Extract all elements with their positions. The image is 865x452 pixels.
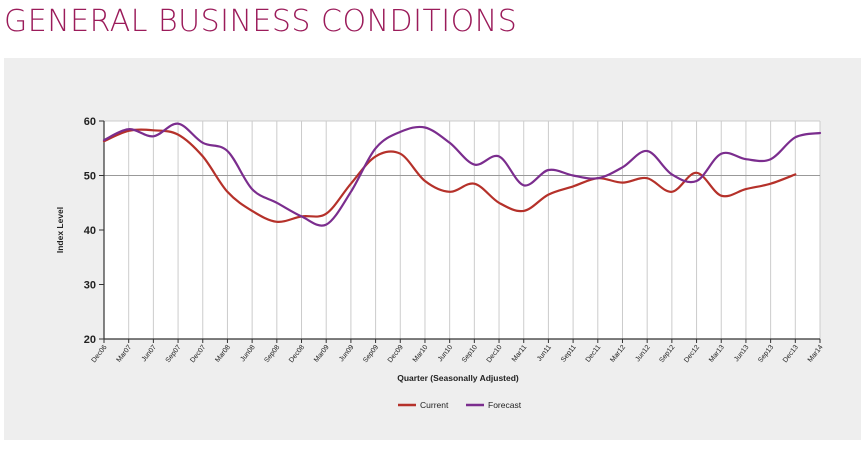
x-tick-label: Jun07	[141, 344, 158, 363]
y-tick-label: 60	[84, 116, 96, 128]
x-tick-label: Dec06	[91, 344, 109, 364]
x-tick-label: Mar08	[214, 344, 232, 364]
data-point-current	[720, 194, 722, 196]
data-point-forecast	[325, 223, 327, 225]
series-line-current	[102, 128, 797, 223]
data-point-forecast	[350, 191, 352, 193]
data-point-forecast	[448, 142, 450, 144]
data-point-forecast	[745, 158, 747, 160]
x-tick-label: Jun11	[536, 344, 553, 363]
data-point-current	[547, 193, 549, 195]
x-tick-label: Sep13	[757, 344, 775, 364]
x-tick-label: Mar07	[116, 344, 134, 364]
x-tick-label: Dec10	[486, 344, 504, 364]
data-point-forecast	[226, 150, 228, 152]
data-point-forecast	[794, 136, 796, 138]
data-point-forecast	[202, 142, 204, 144]
x-tick-label: Dec08	[288, 344, 306, 364]
data-point-current	[177, 133, 179, 135]
x-tick-label: Dec09	[387, 344, 405, 364]
data-point-forecast	[127, 128, 129, 130]
data-point-forecast	[103, 139, 105, 141]
data-point-current	[350, 182, 352, 184]
x-tick-label: Mar10	[412, 344, 430, 364]
x-tick-label: Dec13	[782, 344, 800, 364]
x-tick-label: Jun10	[437, 344, 454, 363]
x-tick-label: Jun09	[338, 344, 355, 363]
data-point-forecast	[720, 153, 722, 155]
data-point-forecast	[621, 166, 623, 168]
data-point-forecast	[374, 147, 376, 149]
y-axis-title: Index Level	[55, 207, 65, 253]
data-point-current	[424, 180, 426, 182]
y-tick-label: 40	[84, 225, 96, 237]
x-tick-label: Jun08	[239, 344, 256, 363]
data-point-current	[374, 155, 376, 157]
data-point-current	[671, 191, 673, 193]
data-point-current	[794, 173, 796, 175]
data-point-forecast	[769, 158, 771, 160]
plot-area	[104, 121, 820, 339]
data-point-current	[695, 172, 697, 174]
data-point-current	[621, 181, 623, 183]
data-point-forecast	[671, 173, 673, 175]
data-point-current	[769, 182, 771, 184]
data-point-current	[251, 210, 253, 212]
x-tick-label: Dec07	[189, 344, 207, 364]
x-tick-label: Mar11	[511, 344, 528, 364]
x-tick-label: Sep10	[461, 344, 479, 364]
data-point-current	[152, 129, 154, 131]
data-point-forecast	[819, 132, 821, 134]
x-tick-label: Sep07	[165, 344, 183, 364]
data-point-forecast	[424, 126, 426, 128]
data-point-current	[276, 221, 278, 223]
x-tick-label: Sep08	[263, 344, 281, 364]
data-point-current	[473, 182, 475, 184]
data-point-forecast	[498, 155, 500, 157]
data-point-forecast	[152, 135, 154, 137]
x-tick-label: Sep12	[658, 344, 676, 364]
x-tick-label: Mar13	[708, 344, 726, 364]
x-tick-label: Sep09	[362, 344, 380, 364]
data-point-forecast	[695, 180, 697, 182]
x-tick-label: Dec11	[585, 344, 603, 364]
legend-label-current: Current	[420, 400, 449, 410]
data-point-current	[646, 177, 648, 179]
x-tick-label: Sep11	[560, 344, 578, 364]
x-tick-label: Mar12	[609, 344, 627, 364]
data-point-current	[399, 153, 401, 155]
data-point-forecast	[597, 177, 599, 179]
data-point-forecast	[177, 123, 179, 125]
legend-label-forecast: Forecast	[488, 400, 522, 410]
data-point-forecast	[276, 202, 278, 204]
data-point-current	[572, 185, 574, 187]
data-point-current	[448, 191, 450, 193]
data-point-forecast	[473, 163, 475, 165]
x-axis-title: Quarter (Seasonally Adjusted)	[397, 373, 519, 383]
data-point-current	[325, 212, 327, 214]
data-point-forecast	[251, 188, 253, 190]
y-tick-label: 20	[84, 334, 96, 346]
data-point-current	[498, 202, 500, 204]
data-point-forecast	[300, 215, 302, 217]
data-point-forecast	[572, 174, 574, 176]
series-line-forecast	[102, 122, 822, 227]
y-tick-label: 50	[84, 171, 96, 183]
x-tick-label: Jun12	[634, 344, 651, 363]
data-point-current	[226, 191, 228, 193]
x-tick-label: Mar14	[807, 344, 825, 364]
page-title: GENERAL BUSINESS CONDITIONS	[4, 4, 518, 39]
data-point-forecast	[523, 184, 525, 186]
x-tick-label: Mar09	[313, 344, 331, 364]
data-point-current	[523, 210, 525, 212]
data-point-forecast	[547, 169, 549, 171]
x-tick-label: Dec12	[683, 344, 701, 364]
data-point-current	[202, 155, 204, 157]
y-tick-label: 30	[84, 280, 96, 292]
data-point-forecast	[646, 150, 648, 152]
data-point-current	[745, 188, 747, 190]
x-tick-label: Jun13	[733, 344, 750, 363]
data-point-forecast	[399, 131, 401, 133]
